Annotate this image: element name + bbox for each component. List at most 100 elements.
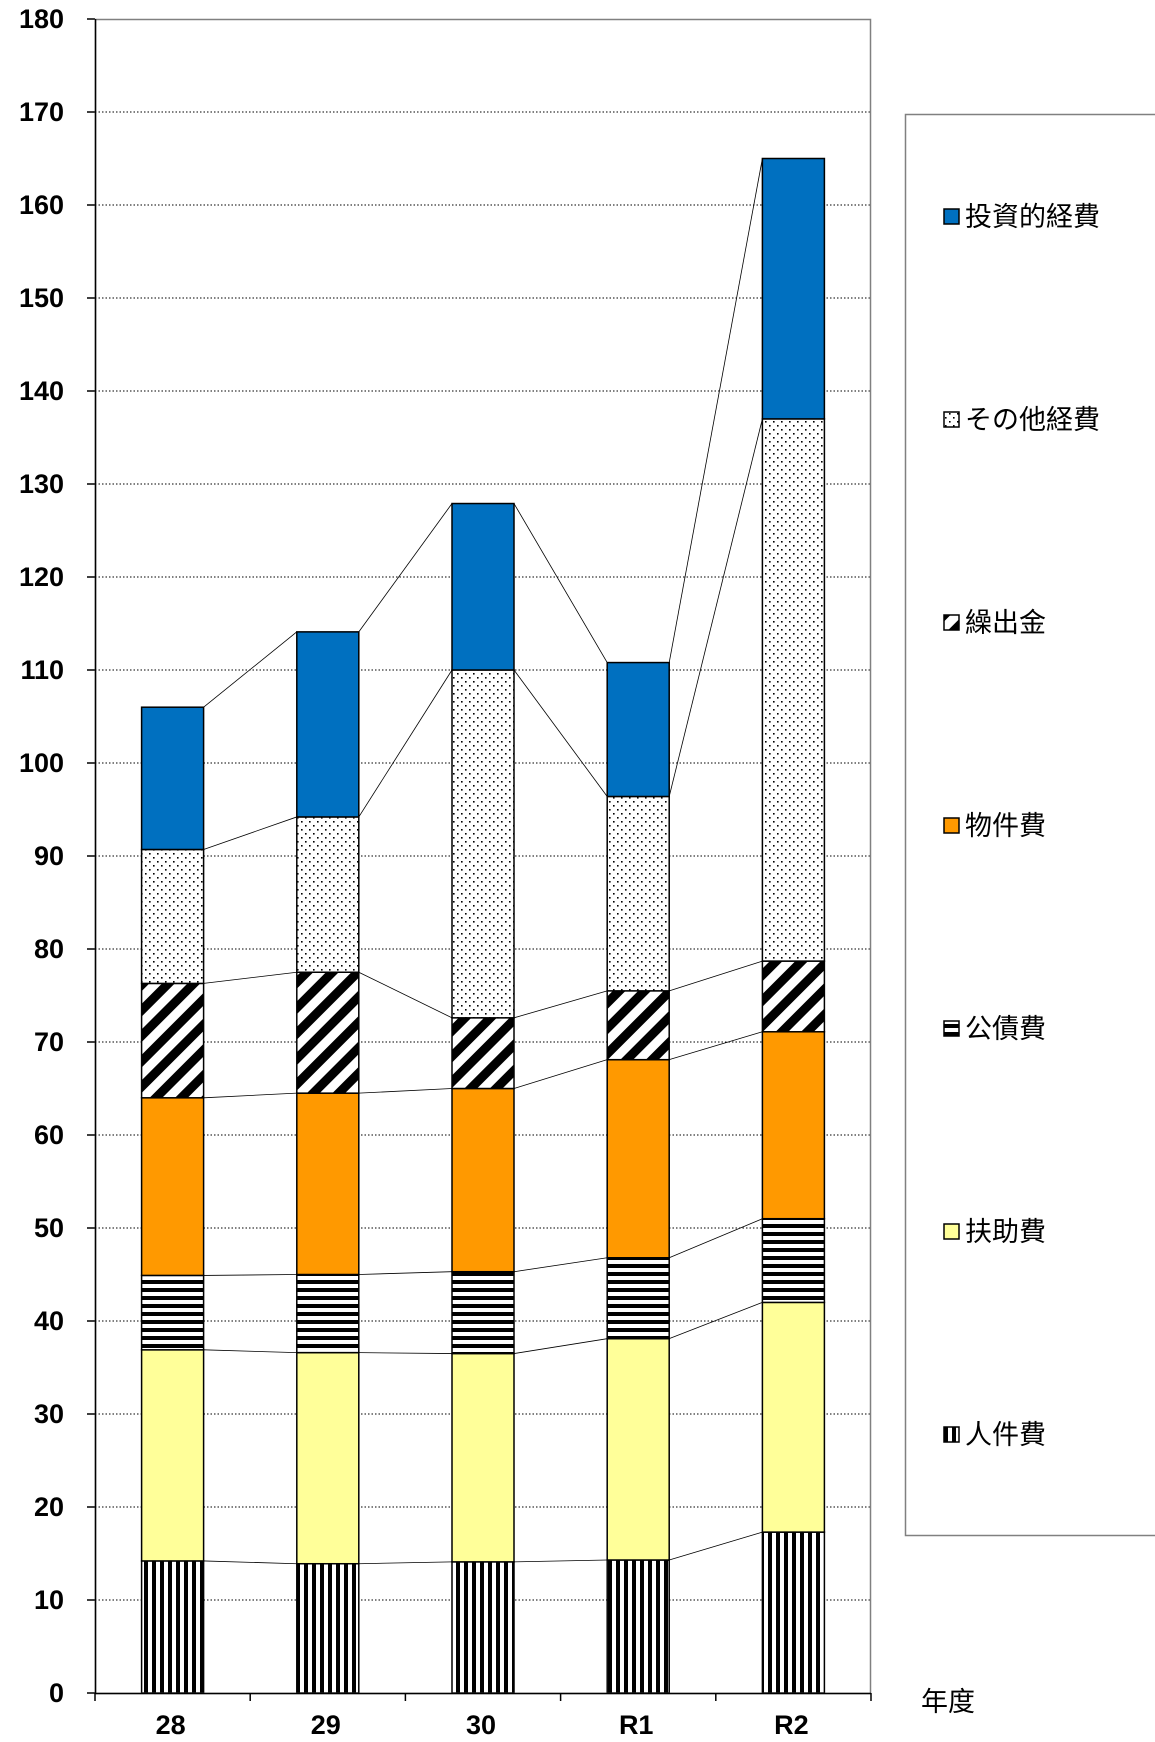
y-tick-label: 40 [34,1306,64,1336]
bar-segment [296,1092,360,1276]
bar-segment [296,971,360,1094]
series-line [669,960,763,992]
bar-segment [140,1097,205,1277]
bar-segment [451,1087,515,1273]
legend-swatch [943,208,960,225]
series-line [669,1531,763,1561]
bar-segment [606,1257,670,1340]
x-tick-label: 28 [156,1710,186,1740]
y-tick-label: 0 [49,1678,64,1708]
bar-segment [761,1031,826,1220]
legend-swatch [943,817,960,834]
legend-swatch [943,411,960,428]
series-line [203,971,297,984]
bar-segment [761,1531,826,1694]
legend-label: 投資的経費 [965,202,1100,233]
y-tick-label: 180 [19,4,64,34]
series-line [203,816,297,850]
bar-segment [296,631,360,818]
y-tick-label: 170 [19,97,64,127]
bar-segment [140,982,205,1099]
series-line [358,1271,453,1275]
x-tick-label: 30 [466,1710,496,1740]
y-axis-tick-labels: 0 10 20 30 40 50 60 70 80 90 100 110 120 130 140 150 160… [19,4,64,1708]
bar-segment [296,1562,360,1694]
y-tick-label: 60 [34,1120,64,1150]
bar-segment [451,1270,515,1355]
legend-swatch [943,1223,960,1240]
legend-swatch [943,614,960,631]
series-line [203,1560,297,1565]
series-line [669,1031,763,1061]
y-tick-label: 110 [20,655,64,685]
bar-segment [606,990,670,1061]
series-line [669,1302,763,1340]
series-line [203,1274,297,1276]
bar-segment [451,1561,515,1694]
legend-label: 扶助費 [965,1217,1046,1248]
bar-segment [761,1301,826,1533]
bar-segment [451,1352,515,1563]
bar-segment [606,1058,670,1259]
x-axis-tick-labels: 28 29 30 R1 R2 [94,1693,872,1740]
y-tick-label: 50 [34,1213,64,1243]
series-line [358,503,453,633]
bar-segment [296,816,360,973]
legend-label: 繰出金 [965,608,1046,639]
series-line [668,158,763,663]
bar-segment [451,669,515,1019]
series-line [669,1218,763,1259]
series-line [513,1059,608,1089]
y-tick-label: 130 [19,469,64,499]
series-line [668,418,763,797]
legend-label: 物件費 [965,811,1046,842]
y-tick-label: 150 [19,283,64,313]
y-tick-label: 120 [19,562,64,592]
series-line [513,1559,608,1563]
bar-segment [761,418,826,962]
bar-segment [606,1337,670,1561]
y-tick-label: 80 [34,934,64,964]
bar-segment [451,502,515,671]
legend-swatch [943,1426,960,1443]
bar-segment [606,795,670,992]
bar-segment [296,1273,360,1354]
y-tick-label: 70 [34,1027,64,1057]
series-line [513,1257,608,1273]
y-tick-label: 10 [34,1585,64,1615]
series-line [203,1349,297,1354]
bar-segment [761,157,826,420]
series-line [358,669,453,818]
series-line [358,971,453,1019]
y-tick-label: 30 [34,1399,64,1429]
y-tick-label: 90 [34,841,64,871]
series-line [203,631,298,708]
series-line [513,669,608,797]
x-tick-label: R2 [774,1710,809,1740]
x-tick-label: 29 [311,1710,341,1740]
bar-segment [606,1559,670,1694]
bar-segment [140,706,205,851]
bar-segment [296,1351,360,1565]
x-tick-label: R1 [619,1710,654,1740]
bar-segment [761,960,826,1033]
series-line [358,1352,453,1354]
bar-segment [140,1349,205,1562]
series-line [513,990,608,1019]
x-axis-label: 年度 [921,1687,975,1718]
series-line [513,503,608,663]
y-tick-label: 20 [34,1492,64,1522]
legend-swatch [943,1020,960,1037]
bar-segment [761,1217,826,1304]
bar-segment [140,1274,205,1351]
legend-label: 公債費 [965,1014,1046,1045]
legend-label: その他経費 [965,405,1100,436]
series-connector-lines [203,158,763,1565]
bar-segment [606,661,670,798]
gridlines [87,18,871,1694]
bar-segment [140,848,205,985]
y-tick-label: 140 [19,376,64,406]
y-tick-label: 100 [19,748,64,778]
